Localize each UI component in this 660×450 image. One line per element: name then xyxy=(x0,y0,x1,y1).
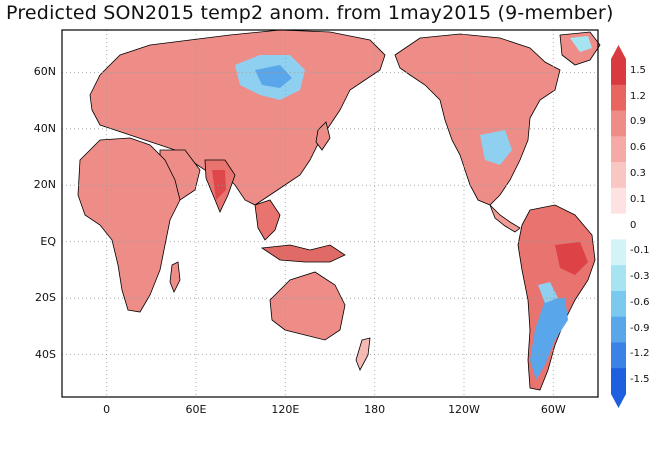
land-new-zealand xyxy=(355,337,371,371)
colorbar-label: 0 xyxy=(630,219,637,231)
colorbar-segment xyxy=(611,110,626,137)
colorbar-label: 1.2 xyxy=(630,90,646,102)
colorbar-segment xyxy=(611,316,626,343)
lat-tick-label: 40S xyxy=(35,347,56,361)
lon-tick-label: 120E xyxy=(271,403,300,416)
colorbar-label: 0.3 xyxy=(630,167,646,179)
cool-patch-south-america-light xyxy=(538,282,558,303)
map-title: Predicted SON2015 temp2 anom. from 1may2… xyxy=(6,2,614,24)
lat-tick-label: 60N xyxy=(33,65,56,79)
colorbar-segment xyxy=(611,162,626,189)
colorbar-lower-arrow xyxy=(611,394,626,408)
land-eurasia xyxy=(89,29,386,206)
colorbar-label: -1.5 xyxy=(630,374,650,386)
colorbar xyxy=(611,45,626,408)
colorbar-segment xyxy=(611,213,626,240)
land-africa xyxy=(77,137,181,313)
land-anomaly-layer xyxy=(77,29,601,391)
colorbar-label: -0.6 xyxy=(630,296,650,308)
cool-anomaly-layer xyxy=(212,36,592,380)
lon-tick-label: 180 xyxy=(364,403,386,416)
lon-tick-label: 60W xyxy=(540,403,566,416)
lon-tick-label: 0 xyxy=(103,403,111,416)
cool-patch-south-america xyxy=(530,298,568,380)
colorbar-segment xyxy=(611,342,626,369)
lat-tick-label: EQ xyxy=(40,234,56,248)
lon-tick-label: 60E xyxy=(185,403,207,416)
map-frame xyxy=(61,29,599,398)
colorbar-label: -0.9 xyxy=(630,322,650,334)
colorbar-label: 0.1 xyxy=(630,193,646,205)
lat-tick-label: 40N xyxy=(33,121,56,135)
land-central-america xyxy=(489,204,521,233)
grid-lines xyxy=(62,30,598,397)
land-australia xyxy=(269,271,346,341)
colorbar-segment xyxy=(611,265,626,292)
cool-patch-greenland xyxy=(570,36,592,52)
colorbar-segment xyxy=(611,368,626,395)
land-north-america xyxy=(394,33,561,206)
colorbar-label: -0.3 xyxy=(630,271,650,283)
land-southeast-asia xyxy=(254,199,281,241)
lat-tick-label: 20N xyxy=(33,178,56,192)
cool-patch-siberia-core xyxy=(255,65,292,88)
colorbar-label: -0.1 xyxy=(630,245,650,257)
colorbar-segment xyxy=(611,187,626,215)
lat-tick-label: 20S xyxy=(35,291,56,305)
lon-tick-label: 120W xyxy=(448,403,480,416)
colorbar-segment xyxy=(611,136,626,163)
colorbar-label: 0.9 xyxy=(630,116,646,128)
colorbar-segment xyxy=(611,59,626,86)
colorbar-segment xyxy=(611,290,626,318)
land-indonesia xyxy=(260,244,346,263)
colorbar-segment xyxy=(611,239,626,266)
colorbar-segment xyxy=(611,84,626,112)
warm-patch-amazon xyxy=(555,242,588,275)
colorbar-upper-arrow xyxy=(611,45,626,59)
colorbar-label: -1.2 xyxy=(630,348,650,360)
colorbar-label: 1.5 xyxy=(630,64,646,76)
land-madagascar xyxy=(169,261,181,293)
colorbar-label: 0.6 xyxy=(630,142,646,154)
cool-patch-central-us xyxy=(480,130,512,165)
